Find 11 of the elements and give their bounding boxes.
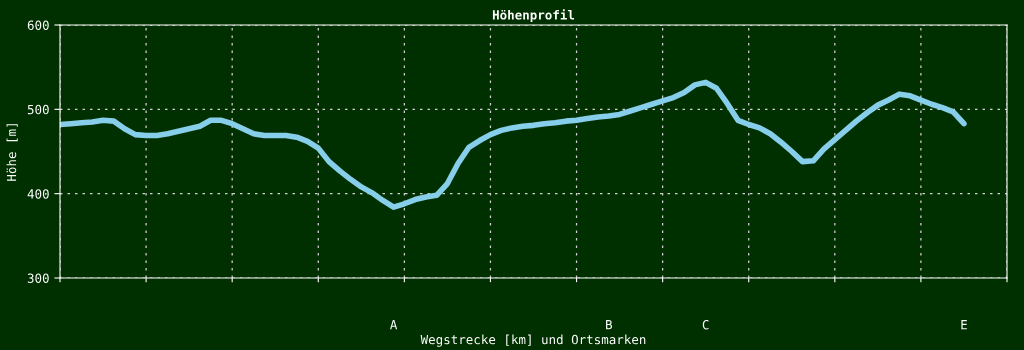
x-tick-label: C bbox=[702, 319, 709, 330]
x-axis-title: Wegstrecke [km] und Ortsmarken bbox=[420, 334, 646, 347]
y-tick-label: 400 bbox=[27, 189, 49, 199]
y-tick-label: 600 bbox=[27, 20, 49, 30]
y-tick-label: 300 bbox=[27, 273, 49, 283]
y-axis-title: Höhe [m] bbox=[6, 124, 18, 181]
x-tick-label: A bbox=[390, 320, 398, 330]
x-tick-label: B bbox=[606, 320, 613, 330]
y-tick-label: 500 bbox=[27, 104, 49, 115]
chart-title: Höhenprofil bbox=[492, 9, 575, 23]
x-tick-label: E bbox=[961, 320, 967, 330]
